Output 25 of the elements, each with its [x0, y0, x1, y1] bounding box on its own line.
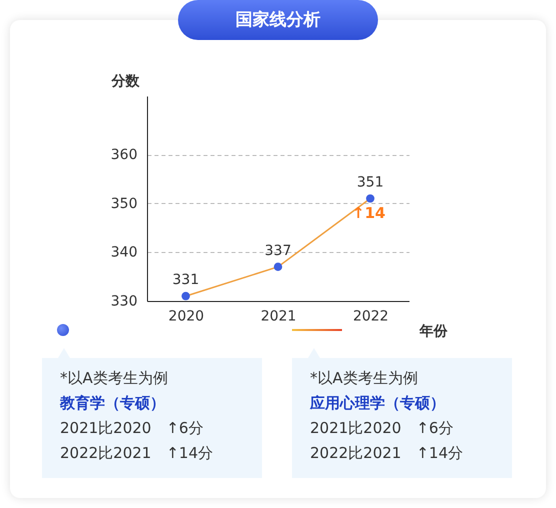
text: 2022比2021 ↑14分	[60, 443, 214, 464]
text: 2021比2020 ↑6分	[310, 418, 454, 439]
chart-title: 国家线分析	[178, 0, 378, 40]
x-axis-title: 年份	[418, 324, 448, 340]
text: 应用心理学（专硕）	[310, 393, 446, 414]
data-label: 337	[264, 242, 292, 259]
annotation: ↑14	[352, 204, 386, 222]
y-axis-title: 分数	[110, 74, 140, 90]
text: 教育学（专硕）	[60, 393, 166, 414]
text: *以A类考生为例	[310, 368, 419, 389]
x-tick-label: 2021	[260, 308, 296, 324]
x-tick-label: 2022	[352, 308, 389, 324]
data-label: 331	[172, 272, 200, 288]
point	[274, 262, 282, 272]
text: 2022比2021 ↑14分	[310, 443, 464, 464]
point	[182, 292, 190, 300]
y-tick-label: 330	[110, 294, 138, 310]
y-tick-label: 350	[110, 196, 138, 212]
data-label: 351	[356, 174, 384, 190]
point	[366, 194, 374, 203]
text: *以A类考生为例	[60, 368, 169, 389]
y-tick-label: 360	[110, 147, 138, 164]
y-tick-label: 340	[110, 244, 138, 261]
x-tick-label: 2020	[168, 308, 204, 324]
text: 2021比2020 ↑6分	[60, 418, 204, 439]
